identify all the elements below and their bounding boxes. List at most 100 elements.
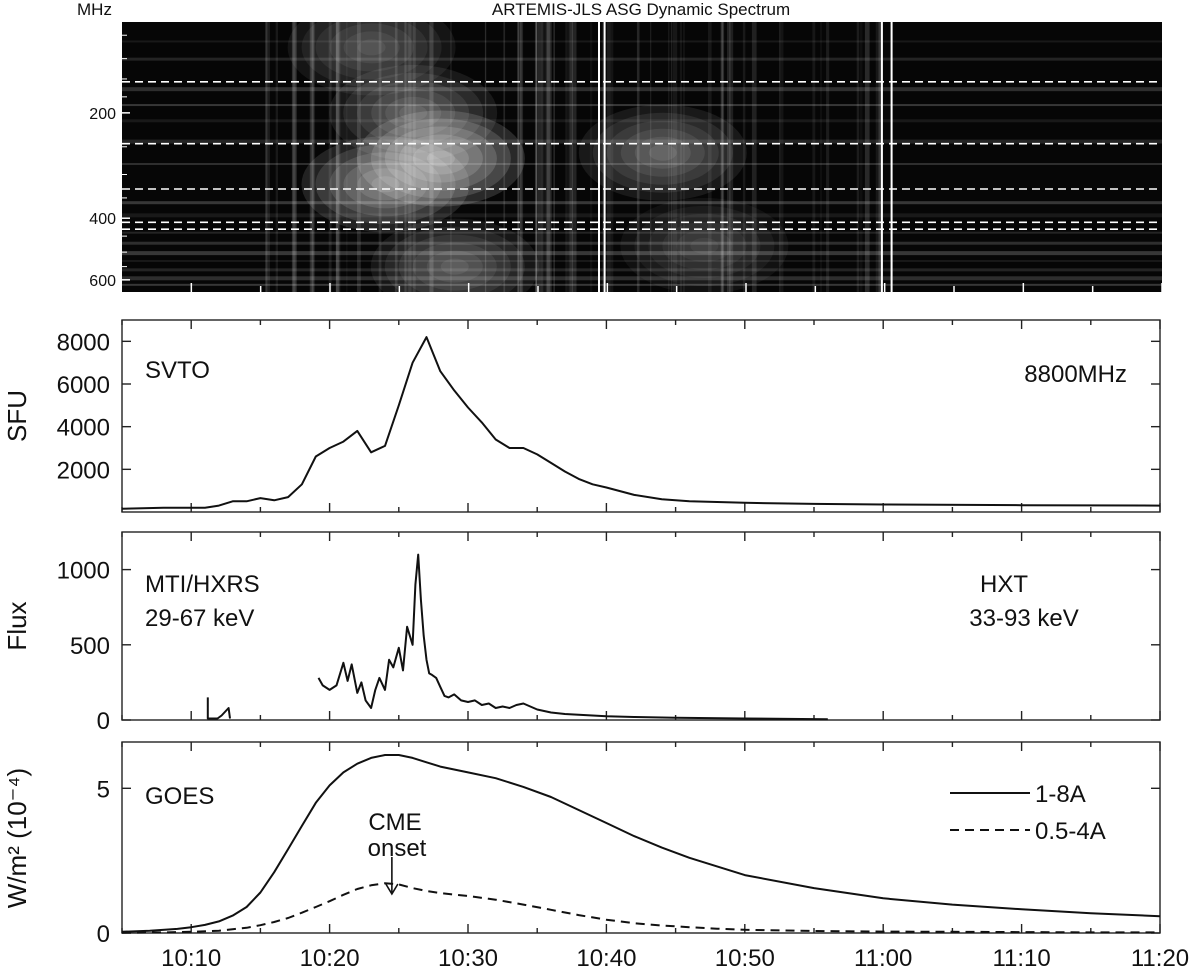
spectrum-streak [520, 22, 524, 292]
spectrum-streak [345, 22, 348, 292]
x-tick-label: 11:10 [992, 945, 1050, 972]
spectrum-x-ticks [190, 283, 1163, 292]
spectrum-streak [610, 22, 614, 292]
spectrum-streak [407, 22, 412, 292]
goes-ticks: 05 [97, 742, 1161, 948]
spectrum-burst [412, 242, 497, 291]
svto-frequency-label: 8800MHz [1024, 361, 1127, 388]
spectrum-streak [672, 22, 678, 292]
series-line-segment-1 [206, 697, 231, 720]
cme-arrow-head [385, 883, 399, 896]
svto-label: SVTO [145, 357, 210, 384]
spectrum-streak [602, 22, 605, 292]
spectrum-streak [275, 22, 278, 292]
y-tick-label: 1000 [57, 558, 110, 585]
x-tick-label: 10:30 [438, 945, 498, 972]
spectrum-band [122, 57, 1162, 61]
spectrum-burst [301, 7, 442, 88]
spectrum-image [122, 22, 1162, 292]
spectrum-streak [859, 22, 863, 292]
spectrum-streak [826, 22, 830, 292]
spectrum-burst [662, 221, 747, 270]
spectrum-streak [571, 22, 577, 292]
cme-onset-arrow [385, 857, 399, 896]
spectrum-streak [535, 22, 537, 292]
spectrum-streak [537, 22, 543, 292]
spectrum-burst [329, 64, 498, 161]
spectrum-ylabel: MHz [77, 0, 112, 19]
spectrum-burst [287, 0, 456, 96]
series-line-8800MHz [121, 336, 1161, 510]
spectrum-streak [553, 22, 555, 292]
spectrum-y-tick-label: 200 [89, 106, 116, 123]
spectrum-band [122, 104, 1162, 107]
cme-label: CME [368, 809, 421, 836]
legend: 1-8A 0.5-4A [950, 781, 1106, 845]
spectrum-y-tick-label: 600 [89, 273, 116, 290]
spectrum-band [122, 283, 1162, 286]
spectrum-burst [384, 226, 525, 307]
spectrum-streak [566, 22, 570, 292]
spectrum-streak [336, 22, 339, 292]
spectrum-streak [875, 22, 879, 292]
y-tick-label: 8000 [57, 329, 110, 356]
spectrum-streak [312, 22, 314, 292]
spectrum-streak [568, 22, 571, 292]
y-tick-label: 6000 [57, 372, 110, 399]
svto-ylabel: SFU [2, 390, 32, 442]
spectrum-band [122, 119, 1162, 123]
spectrum-streak [328, 22, 332, 292]
spectrum-band [122, 251, 1162, 256]
spectrum-burst [385, 96, 442, 129]
spectrum-y-tick-label: 400 [89, 211, 116, 228]
spectrum-streak [679, 22, 682, 292]
goes-frame [121, 741, 1161, 934]
spectrum-streak [721, 22, 725, 292]
spectrum-streak [778, 22, 781, 292]
spectrum-streak [292, 22, 296, 292]
spectrum-burst [578, 104, 747, 201]
spectrum-burst [329, 152, 442, 217]
spectrum-streak [311, 22, 313, 292]
y-tick-label: 5 [97, 776, 110, 803]
spectrum-panel: ARTEMIS-JLS ASG Dynamic Spectrum MHz 200… [77, 0, 1163, 315]
x-tick-label: 10:10 [161, 945, 221, 972]
spectrum-streak [545, 22, 550, 292]
spectrum-burst [412, 142, 469, 175]
spectrum-burst [329, 23, 414, 72]
hxrs-label: MTI/HXRS [145, 571, 260, 598]
goes-panel: 05 W/m² (10⁻⁴) GOES CME onset 1-8A 0.5-4… [2, 741, 1189, 972]
svto-ticks: 2000 4000 6000 8000 [57, 320, 1161, 512]
spectrum-title: ARTEMIS-JLS ASG Dynamic Spectrum [492, 0, 790, 19]
spectrum-streak [727, 22, 731, 292]
spectrum-streak [265, 22, 268, 292]
spectrum-band [122, 241, 1162, 245]
spectrum-streak [503, 22, 506, 292]
hxrs-energy-label: 29-67 keV [145, 605, 254, 632]
spectrum-streak [265, 22, 270, 292]
spectrum-band [122, 276, 1162, 281]
svto-series [121, 336, 1161, 510]
spectrum-streak [450, 22, 452, 292]
spectrum-streak [606, 22, 611, 292]
goes-ylabel: W/m² (10⁻⁴) [2, 768, 32, 908]
spectrum-band [122, 231, 1162, 234]
spectrum-burst [398, 234, 511, 299]
spectrum-band [122, 139, 1162, 144]
spectrum-band [122, 259, 1162, 262]
y-tick-label: 2000 [57, 457, 110, 484]
spectrum-streak [708, 22, 712, 292]
spectrum-streak [404, 22, 407, 292]
spectrum-streaks [265, 22, 883, 292]
hxr-panel: 0 500 1000 Flux MTI/HXRS 29-67 keV HXT 33-… [2, 531, 1161, 735]
spectrum-burst [426, 250, 483, 283]
spectrum-streak [729, 22, 734, 292]
x-tick-label: 10:40 [576, 945, 636, 972]
spectrum-streak [812, 22, 816, 292]
y-tick-label: 0 [97, 921, 110, 948]
y-tick-label: 0 [97, 708, 110, 735]
spectrum-streak [378, 22, 382, 292]
spectrum-burst [426, 150, 455, 167]
x-tick-label: 10:50 [715, 945, 775, 972]
spectrum-burst [357, 39, 386, 56]
